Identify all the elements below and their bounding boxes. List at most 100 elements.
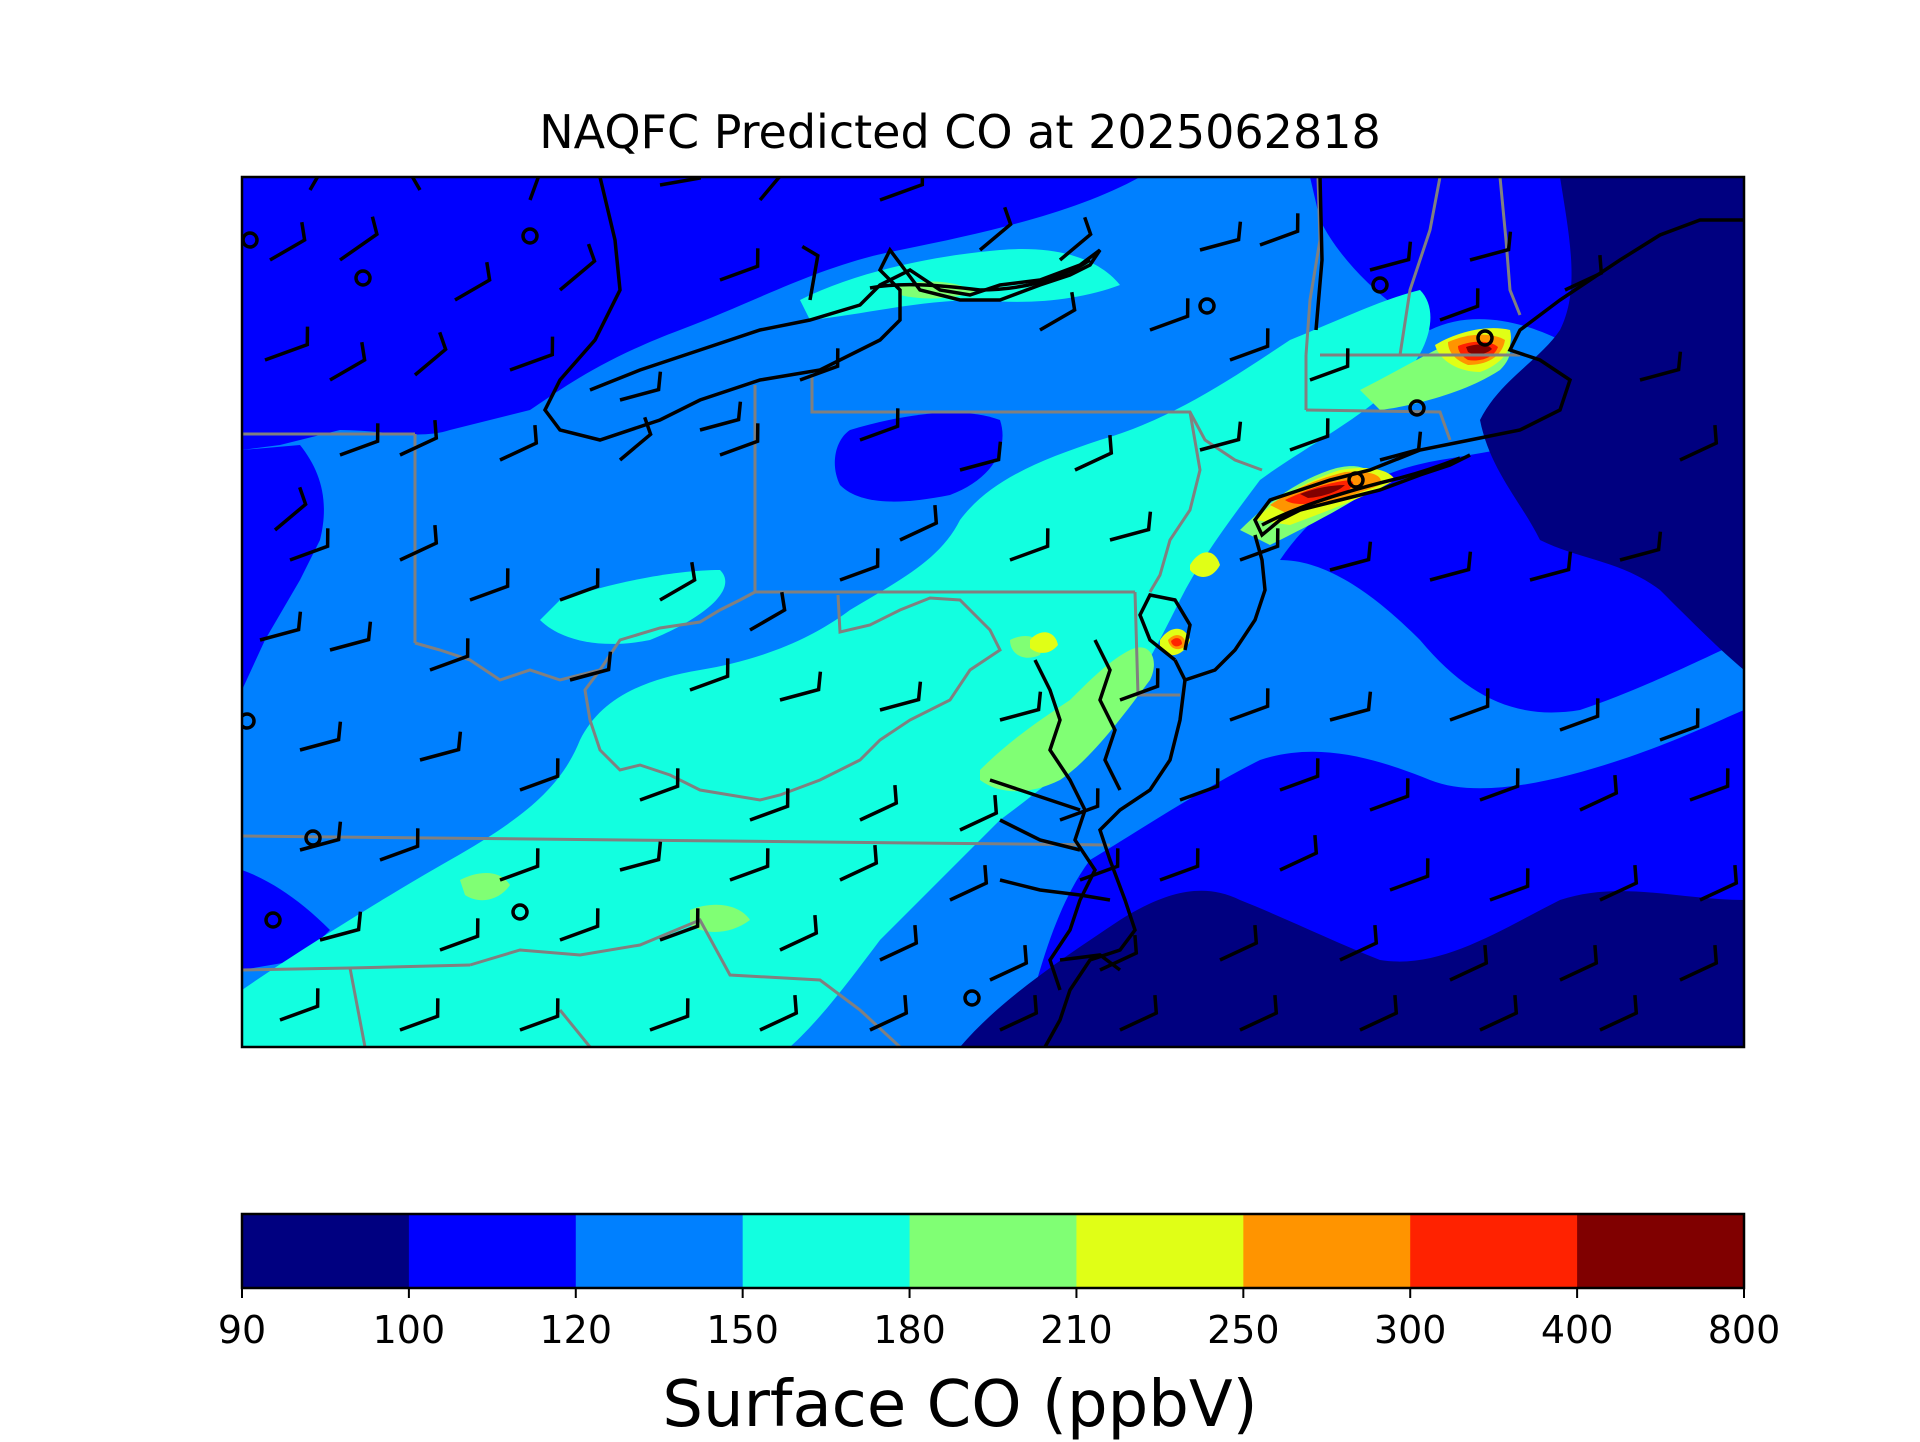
field-100-120-southwest <box>242 870 330 970</box>
wind-barb <box>338 216 379 262</box>
border-ga <box>348 967 367 1047</box>
wind-barb <box>279 988 320 1022</box>
border-ky-tn <box>242 834 1111 847</box>
wind-barb <box>1449 944 1489 982</box>
wind-barb <box>1679 944 1719 982</box>
wind-barb <box>1559 698 1600 732</box>
border-nj-pa <box>1148 411 1202 593</box>
wind-barb <box>413 331 448 377</box>
wind-barb <box>1039 291 1077 332</box>
wind-barb <box>879 681 923 712</box>
wind-barb <box>758 177 782 202</box>
wind-barb <box>1659 708 1700 742</box>
wind-barb <box>749 788 790 822</box>
wind-barb <box>1074 434 1114 472</box>
colorbar-tick-label: 180 <box>873 1308 946 1352</box>
wind-barb <box>308 177 320 191</box>
wind-barb <box>1009 528 1050 562</box>
wind-barb <box>1239 994 1279 1032</box>
wind-barb <box>559 908 600 942</box>
wind-barb <box>339 423 380 457</box>
wind-barb <box>989 944 1029 982</box>
wind-barb <box>978 206 1013 252</box>
wind-barb <box>639 768 680 802</box>
wind-barb <box>319 911 363 942</box>
wind-barb <box>1449 688 1490 722</box>
wind-barb <box>419 731 463 762</box>
wind-barb <box>959 794 999 832</box>
wind-barb <box>1469 231 1513 262</box>
rappahannock <box>999 818 1081 852</box>
wind-barb <box>1179 768 1220 802</box>
wind-barb <box>399 419 439 457</box>
wind-barb <box>1239 528 1280 562</box>
wind-barb <box>618 416 653 462</box>
concentration-field <box>242 177 1744 1047</box>
wind-barb <box>659 561 697 602</box>
wind-barb <box>619 841 663 872</box>
wind-barb <box>1199 421 1243 452</box>
calm-wind-circle <box>1198 297 1216 315</box>
wind-barb <box>1279 834 1319 872</box>
wind-barbs <box>259 177 1739 1032</box>
colorbar-tick-label: 300 <box>1373 1308 1447 1352</box>
field-90-100-gulf-of-maine <box>1480 177 1744 670</box>
wind-barb <box>1369 241 1413 272</box>
wind-barb <box>399 998 440 1032</box>
colorbar-tick-label: 400 <box>1540 1308 1614 1352</box>
wind-barb <box>454 261 492 302</box>
wind-barb <box>1339 924 1379 962</box>
calm-wind-circle <box>1371 276 1389 294</box>
wind-barb <box>329 341 367 382</box>
border-tn-nc <box>469 918 902 1047</box>
field-300-400-phl <box>1171 638 1182 647</box>
wind-barb <box>659 908 700 942</box>
wind-barb <box>559 568 600 602</box>
wind-barb <box>1219 924 1259 962</box>
wind-barb <box>839 548 880 582</box>
wind-barb <box>519 758 560 792</box>
field-180-210-coast <box>980 647 1154 792</box>
wind-barb <box>719 248 760 282</box>
calm-wind-circle <box>521 227 539 245</box>
colorbar-segment <box>1243 1214 1411 1288</box>
colorbar-tick-marks <box>241 1288 1745 1298</box>
border-sc-nc <box>558 1009 592 1047</box>
wind-barb <box>1699 864 1739 902</box>
wind-barb <box>1389 858 1430 892</box>
wind-barb <box>469 568 510 602</box>
border-ny-vt <box>1304 177 1322 356</box>
field-180-210-southwest <box>460 873 510 901</box>
wind-barb <box>439 918 480 952</box>
wind-barb <box>259 611 303 642</box>
wind-barb <box>859 408 900 442</box>
wind-barb <box>499 848 540 882</box>
wind-barb <box>1058 216 1093 262</box>
wind-barb <box>1379 431 1423 462</box>
calm-wind-circle <box>511 903 529 921</box>
wind-barb <box>379 828 420 862</box>
colorbar-tick-label: 90 <box>217 1308 267 1352</box>
wind-barb <box>1229 688 1270 722</box>
wind-barb <box>649 998 690 1032</box>
wind-barb <box>1619 531 1663 562</box>
wind-barb <box>949 864 989 902</box>
field-100-120-northwest <box>242 177 1140 450</box>
field-150-180-north <box>800 249 1120 320</box>
wind-barb <box>1429 551 1473 582</box>
calm-wind-circle <box>963 989 981 1007</box>
wind-barb <box>759 994 799 1032</box>
wind-barb <box>264 326 310 362</box>
wind-barb <box>1529 551 1573 582</box>
wind-barb <box>1599 994 1639 1032</box>
colorbar-tick-label: 210 <box>1040 1308 1113 1352</box>
calm-wind-circle <box>264 911 282 929</box>
wind-barb <box>689 658 730 692</box>
wind-barb <box>839 844 879 882</box>
wind-barb <box>499 424 539 462</box>
border-oh-ky <box>414 641 601 682</box>
james-river <box>999 878 1111 902</box>
border-nh-me <box>1498 177 1522 316</box>
wind-barb <box>528 177 541 201</box>
long-island <box>1261 456 1461 527</box>
